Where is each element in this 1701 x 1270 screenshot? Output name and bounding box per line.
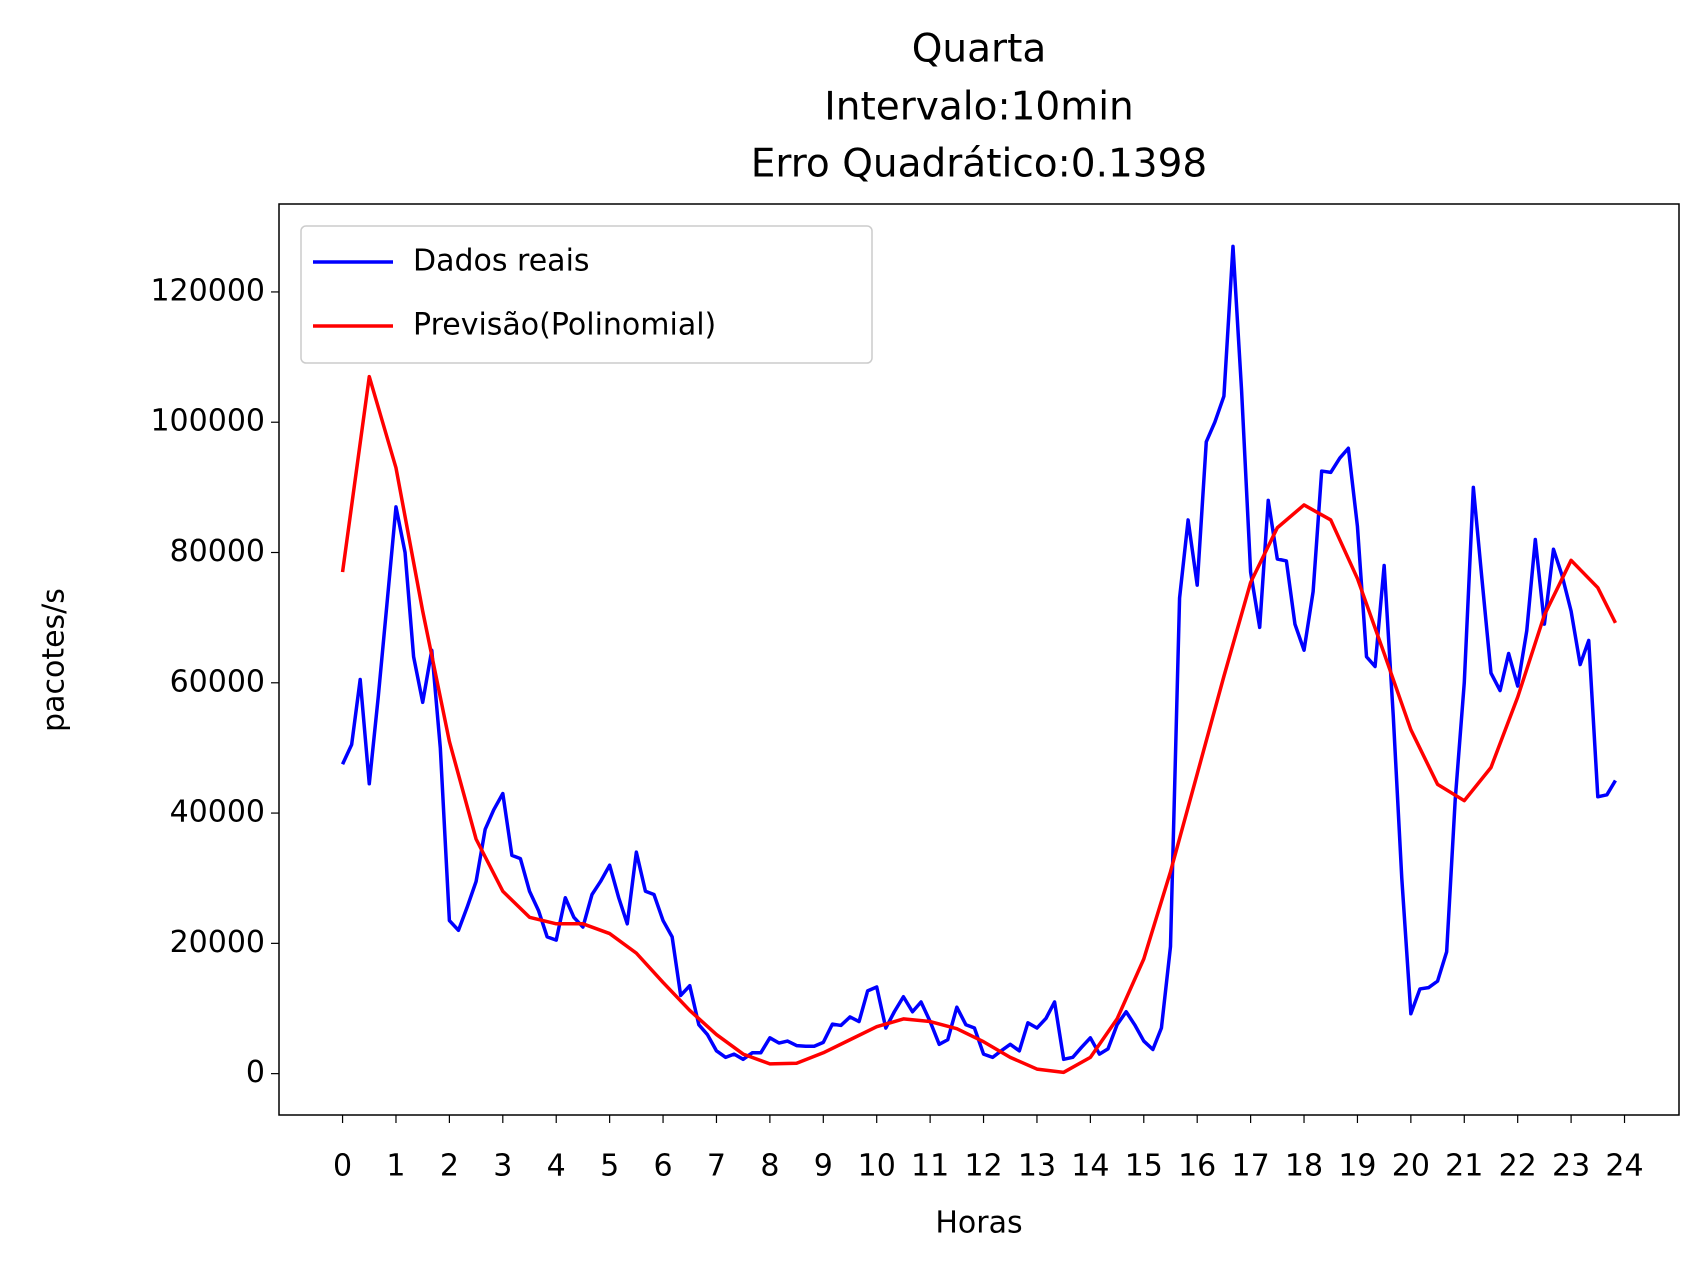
y-tick-label: 120000 bbox=[150, 273, 265, 308]
x-tick-label: 14 bbox=[1071, 1149, 1109, 1184]
x-tick-label: 1 bbox=[386, 1149, 405, 1184]
data-line bbox=[340, 374, 1618, 1075]
x-tick-label: 20 bbox=[1392, 1149, 1430, 1184]
x-tick-label: 22 bbox=[1499, 1149, 1537, 1184]
legend-box bbox=[300, 225, 873, 364]
x-tick-label: 23 bbox=[1552, 1149, 1590, 1184]
x-tick-label: 21 bbox=[1445, 1149, 1483, 1184]
chart-title: Quarta bbox=[912, 27, 1047, 72]
y-tick-label: 80000 bbox=[170, 534, 265, 569]
legend-label: Dados reais bbox=[413, 244, 590, 279]
x-tick-label: 16 bbox=[1178, 1149, 1216, 1184]
x-tick-label: 5 bbox=[600, 1149, 619, 1184]
y-tick-label: 20000 bbox=[170, 925, 265, 960]
chart-subtitle: Erro Quadrático:0.1398 bbox=[751, 142, 1207, 187]
x-tick-label: 15 bbox=[1125, 1149, 1163, 1184]
x-tick-label: 6 bbox=[654, 1149, 673, 1184]
x-tick-label: 0 bbox=[333, 1149, 352, 1184]
x-tick-label: 13 bbox=[1018, 1149, 1056, 1184]
y-tick-label: 100000 bbox=[150, 404, 265, 439]
x-tick-label: 7 bbox=[707, 1149, 726, 1184]
x-tick-label: 12 bbox=[964, 1149, 1002, 1184]
y-axis-label: pacotes/s bbox=[37, 588, 72, 732]
y-tick-label: 0 bbox=[246, 1055, 265, 1090]
x-axis-label: Horas bbox=[935, 1206, 1022, 1241]
x-tick-label: 9 bbox=[814, 1149, 833, 1184]
x-tick-label: 3 bbox=[493, 1149, 512, 1184]
y-tick-label: 60000 bbox=[170, 664, 265, 699]
x-tick-label: 2 bbox=[440, 1149, 459, 1184]
x-tick-label: 10 bbox=[858, 1149, 896, 1184]
x-tick-label: 18 bbox=[1285, 1149, 1323, 1184]
x-tick-label: 4 bbox=[547, 1149, 566, 1184]
x-tick-label: 17 bbox=[1232, 1149, 1270, 1184]
x-tick-label: 8 bbox=[760, 1149, 779, 1184]
x-tick-label: 19 bbox=[1338, 1149, 1376, 1184]
data-line bbox=[340, 244, 1617, 1062]
chart-subtitle: Intervalo:10min bbox=[824, 85, 1134, 130]
x-tick-label: 24 bbox=[1605, 1149, 1643, 1184]
x-tick-label: 11 bbox=[911, 1149, 949, 1184]
legend-label: Previsão(Polinomial) bbox=[413, 308, 716, 343]
plot-frame bbox=[278, 203, 1680, 1116]
y-tick-label: 40000 bbox=[170, 795, 265, 830]
